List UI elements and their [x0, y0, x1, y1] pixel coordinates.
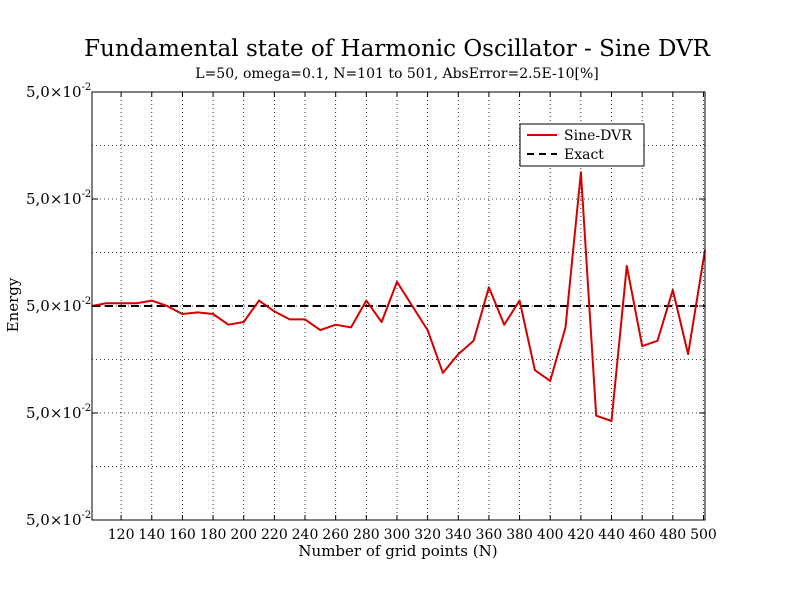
- sine-dvr-line: [91, 171, 706, 422]
- chart-subtitle: L=50, omega=0.1, N=101 to 501, AbsError=…: [195, 66, 598, 82]
- x-axis-label: Number of grid points (N): [298, 542, 497, 560]
- legend-sine-dvr-label: Sine-DVR: [564, 128, 632, 144]
- x-tick-label: 420: [568, 527, 595, 543]
- x-tick-label: 160: [169, 527, 196, 543]
- chart-title: Fundamental state of Harmonic Oscillator…: [84, 36, 711, 62]
- x-tick-label: 140: [138, 527, 165, 543]
- x-tick-label: 280: [353, 527, 380, 543]
- x-tick-label: 480: [659, 527, 686, 543]
- legend-box: [519, 123, 645, 167]
- x-tick-label: 200: [230, 527, 257, 543]
- y-tick-label: 5,0×10-2: [26, 82, 91, 101]
- x-tick-label: 380: [506, 527, 533, 543]
- x-tick-label: 360: [476, 527, 503, 543]
- y-tick-label: 5,0×10-2: [26, 296, 91, 315]
- x-tick-label: 340: [445, 527, 472, 543]
- y-axis-ticks: 5,0×10-2 5,0×10-2 5,0×10-2 5,0×10-2 5,0×10-2: [26, 82, 705, 529]
- x-tick-label: 120: [108, 527, 135, 543]
- sine-dvr-series: [91, 171, 706, 422]
- y-tick-label: 5,0×10-2: [26, 510, 91, 529]
- x-tick-label: 400: [537, 527, 564, 543]
- x-tick-label: 180: [200, 527, 227, 543]
- x-tick-label: 500: [690, 527, 717, 543]
- x-tick-label: 320: [414, 527, 441, 543]
- x-tick-label: 220: [261, 527, 288, 543]
- y-tick-label: 5,0×10-2: [26, 403, 91, 422]
- y-axis-label: Energy: [4, 277, 22, 332]
- grid: [92, 92, 705, 520]
- x-tick-label: 260: [322, 527, 349, 543]
- x-axis-ticks: 120 140 160 180 200 220 240 260 280 300 320 340 360 3…: [108, 92, 717, 543]
- y-tick-label: 5,0×10-2: [26, 189, 91, 208]
- x-tick-label: 440: [598, 527, 625, 543]
- x-tick-label: 240: [292, 527, 319, 543]
- x-tick-label: 460: [629, 527, 656, 543]
- x-tick-label: 300: [384, 527, 411, 543]
- legend: Sine-DVR Exact: [519, 123, 645, 167]
- legend-exact-label: Exact: [564, 147, 604, 163]
